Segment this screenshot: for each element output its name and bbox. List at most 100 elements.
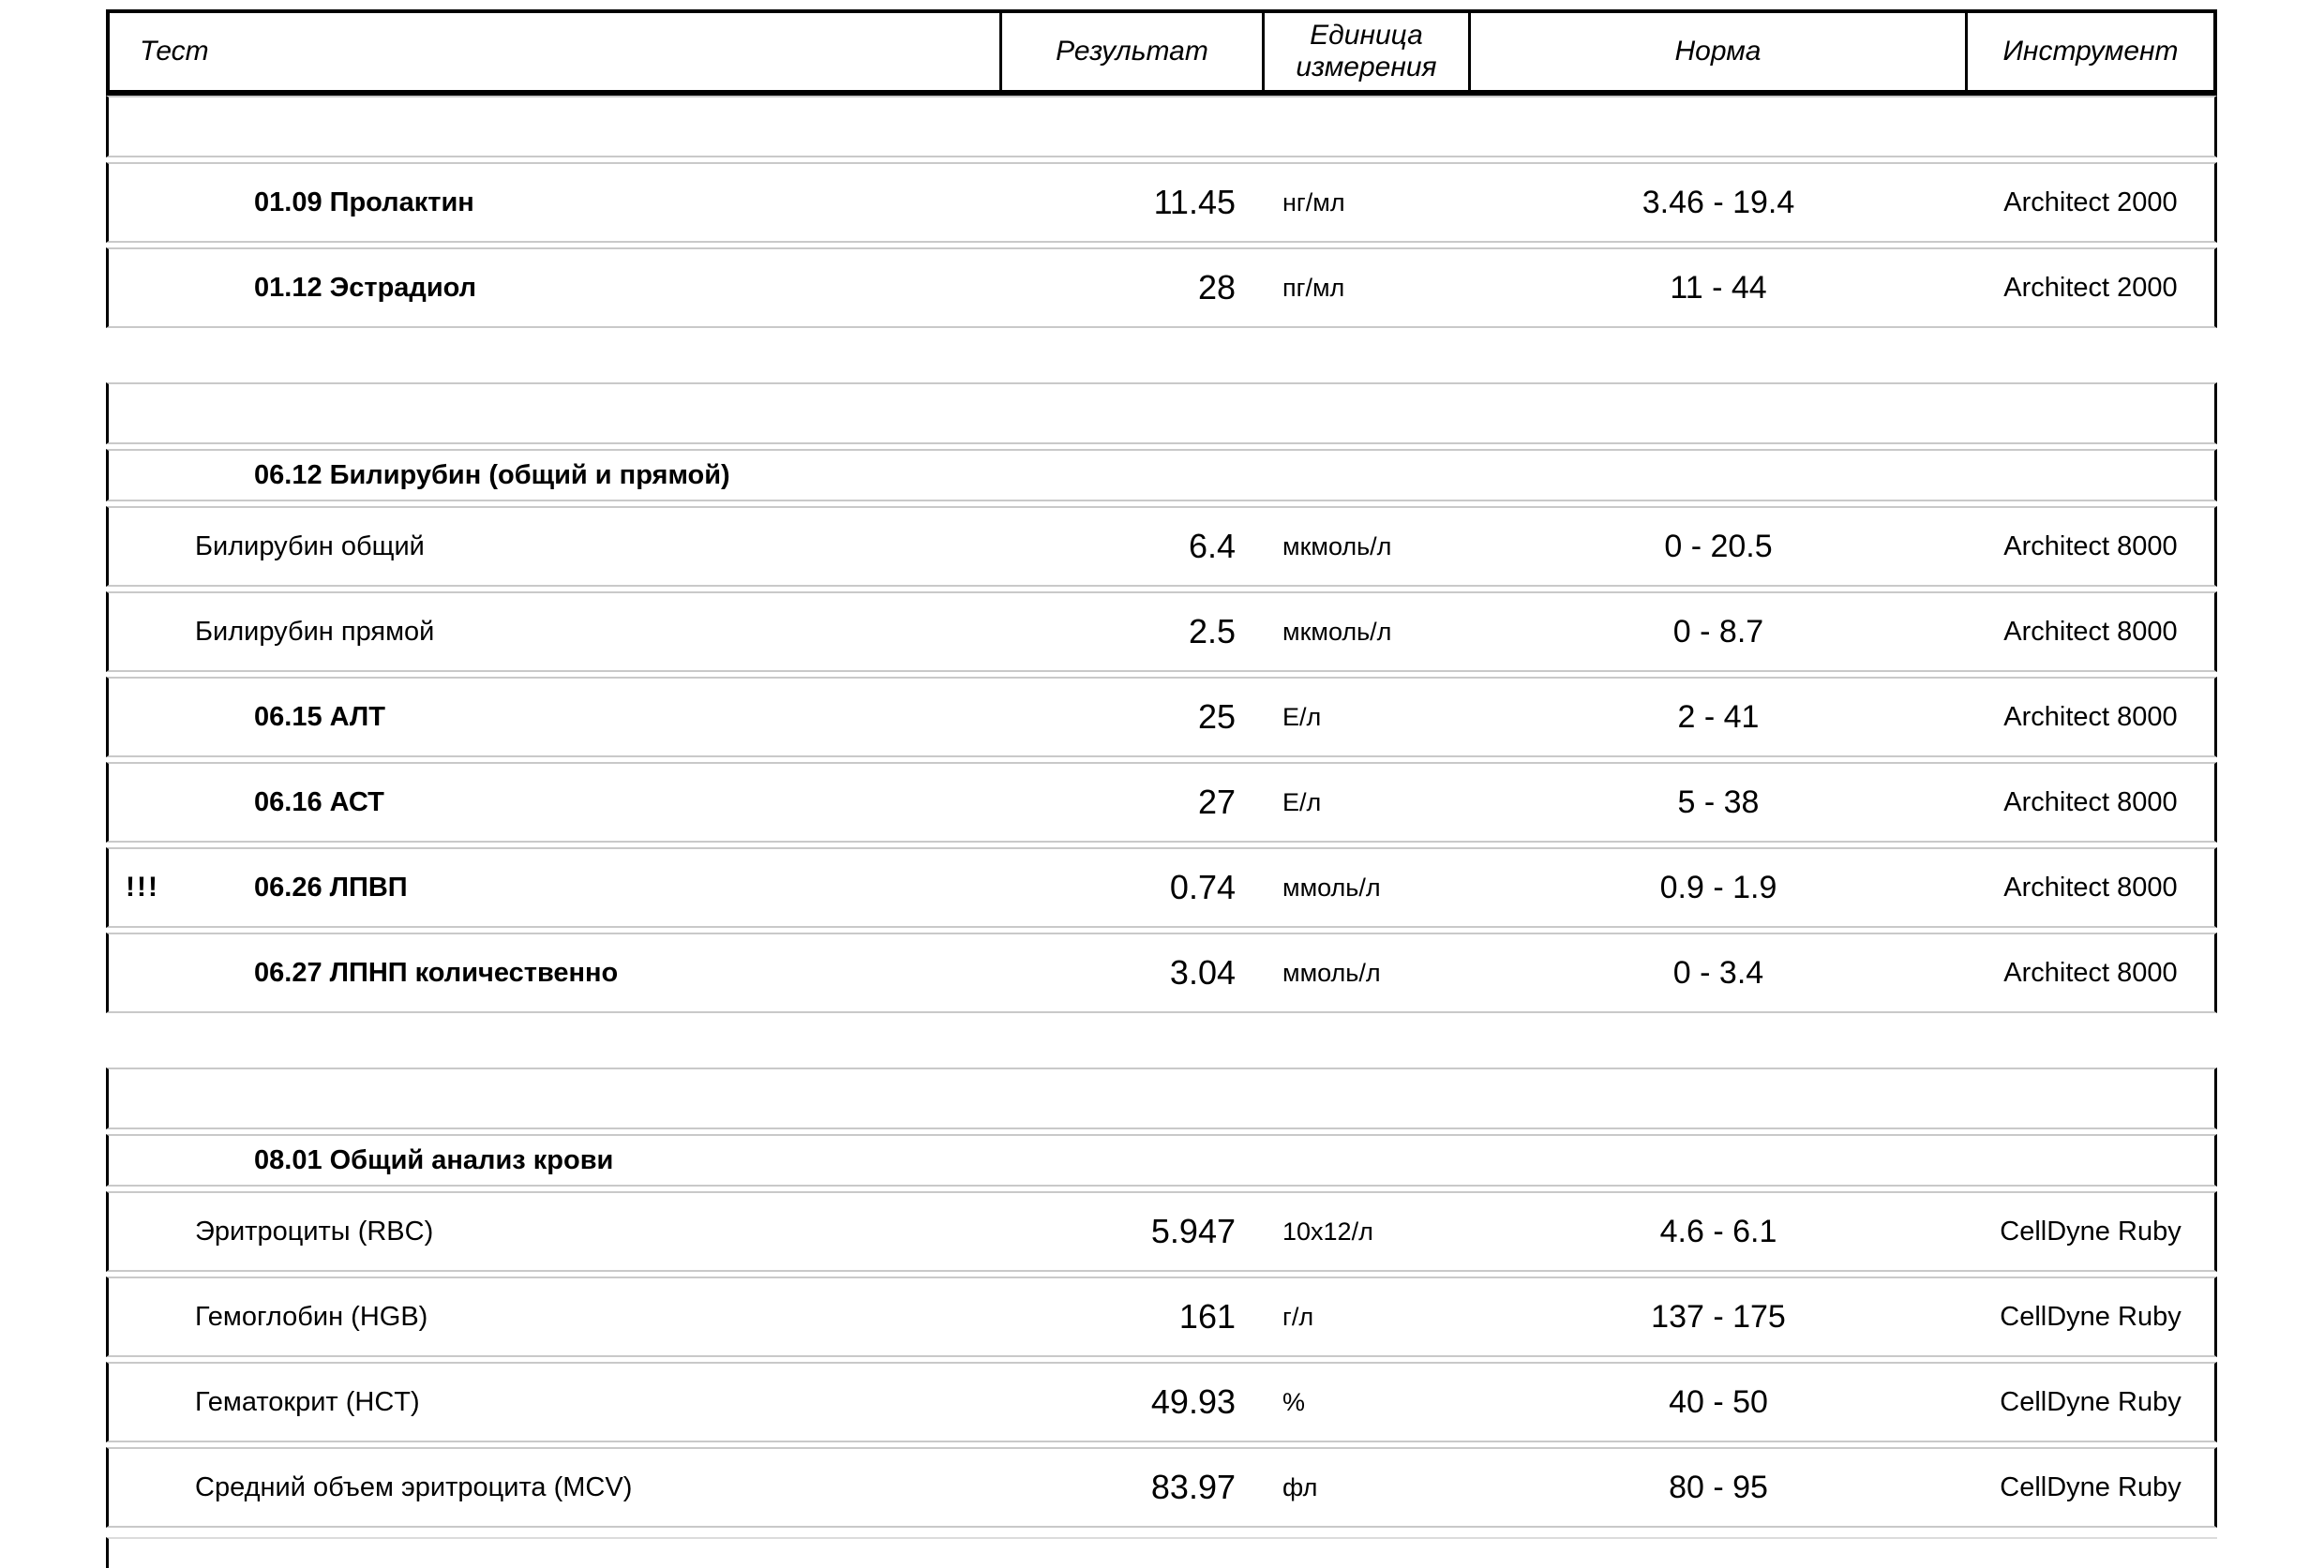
test-name-cell: Средний объем эритроцита (MCV)	[109, 1472, 1001, 1503]
column-header-unit: Единица измерения	[1265, 13, 1471, 90]
result-row: 06.15 АЛТ 25 Е/л 2 - 41 Architect 8000	[106, 677, 2217, 757]
norm-cell: 0.9 - 1.9	[1659, 869, 1777, 905]
test-name-label: Эритроциты (RBC)	[195, 1216, 434, 1247]
result-row: 06.27 ЛПНП количественно 3.04 ммоль/л 0 - 3…	[106, 933, 2217, 1013]
result-cell: 25	[1197, 697, 1236, 736]
unit-cell: ммоль/л	[1282, 958, 1381, 987]
result-cell: 6.4	[1188, 527, 1236, 565]
instrument-cell: Architect 8000	[2003, 786, 2178, 817]
unit-cell: фл	[1282, 1472, 1318, 1501]
test-name-label: 01.09 Пролактин	[254, 187, 474, 217]
instrument-cell: Architect 8000	[2003, 957, 2178, 988]
test-name-cell: 08.01 Общий анализ крови	[109, 1145, 1001, 1176]
result-row: Средний объем эритроцита (MCV) 83.97 фл 80 …	[106, 1447, 2217, 1528]
test-name-label: 06.15 АЛТ	[254, 701, 385, 732]
norm-cell: 0 - 20.5	[1664, 528, 1773, 564]
result-row: 01.09 Пролактин 11.45 нг/мл 3.46 - 19.4 Arch…	[106, 162, 2217, 243]
lab-results-table: Тест Результат Единица измерения Норма И…	[106, 9, 2217, 1568]
unit-cell: ммоль/л	[1282, 873, 1381, 902]
result-row: !!! 06.26 ЛПВП 0.74 ммоль/л 0.9 - 1.9 Archite…	[106, 847, 2217, 928]
cut-off-row	[106, 1537, 2217, 1568]
instrument-cell: CellDyne Ruby	[2000, 1301, 2182, 1332]
result-cell: 49.93	[1150, 1382, 1236, 1421]
instrument-cell: Architect 2000	[2003, 272, 2178, 303]
norm-cell: 5 - 38	[1677, 784, 1760, 820]
result-cell: 83.97	[1150, 1468, 1236, 1506]
instrument-cell: Architect 2000	[2003, 187, 2178, 217]
instrument-cell: Architect 8000	[2003, 616, 2178, 647]
test-name-cell: 06.27 ЛПНП количественно	[109, 958, 1001, 989]
unit-cell: Е/л	[1282, 787, 1322, 816]
section-header-row: 08.01 Общий анализ крови	[106, 1134, 2217, 1187]
unit-cell: г/л	[1282, 1302, 1314, 1331]
unit-cell: нг/мл	[1282, 187, 1345, 217]
test-name-cell: 06.16 АСТ	[109, 787, 1001, 818]
test-name-cell: Билирубин общий	[109, 531, 1001, 562]
result-cell: 2.5	[1188, 612, 1236, 650]
norm-cell: 40 - 50	[1669, 1383, 1768, 1420]
test-name-label: 06.16 АСТ	[254, 786, 384, 817]
unit-cell: пг/мл	[1282, 273, 1345, 302]
test-name-label: 06.27 ЛПНП количественно	[254, 957, 619, 988]
test-name-cell: !!! 06.26 ЛПВП	[109, 872, 1001, 903]
unit-cell: %	[1282, 1387, 1306, 1416]
spacer-row	[106, 96, 2217, 157]
column-header-result: Результат	[1002, 13, 1265, 90]
column-header-test: Тест	[110, 13, 1002, 90]
norm-cell: 11 - 44	[1670, 269, 1767, 306]
result-cell: 11.45	[1153, 183, 1236, 221]
test-name-label: 01.12 Эстрадиол	[254, 272, 477, 303]
result-row: Гемоглобин (HGB) 161 г/л 137 - 175 CellDyne …	[106, 1277, 2217, 1357]
unit-cell: 10x12/л	[1282, 1217, 1373, 1246]
test-name-cell: 01.12 Эстрадиол	[109, 273, 1001, 304]
result-cell: 0.74	[1169, 868, 1236, 906]
test-name-cell: 01.09 Пролактин	[109, 187, 1001, 218]
column-header-norm: Норма	[1471, 13, 1968, 90]
result-row: 06.16 АСТ 27 Е/л 5 - 38 Architect 8000	[106, 762, 2217, 843]
test-name-label: Билирубин прямой	[195, 616, 435, 647]
test-name-cell: Гематокрит (HCT)	[109, 1387, 1001, 1418]
result-row: Билирубин общий 6.4 мкмоль/л 0 - 20.5 Archit…	[106, 506, 2217, 587]
result-cell: 28	[1197, 268, 1236, 306]
test-name-label: Билирубин общий	[195, 530, 425, 561]
test-name-label: 06.26 ЛПВП	[254, 872, 408, 903]
test-name-label: Гемоглобин (HGB)	[195, 1301, 428, 1332]
result-row: Гематокрит (HCT) 49.93% 40 - 50 CellDyne Ru…	[106, 1362, 2217, 1442]
instrument-cell: Architect 8000	[2003, 872, 2178, 903]
unit-cell: мкмоль/л	[1282, 531, 1392, 560]
result-row: Эритроциты (RBC) 5.947 10x12/л 4.6 - 6.1 Cel…	[106, 1191, 2217, 1272]
norm-cell: 0 - 8.7	[1672, 613, 1764, 650]
instrument-cell: Architect 8000	[2003, 530, 2178, 561]
norm-cell: 137 - 175	[1651, 1298, 1786, 1335]
spacer-row	[106, 382, 2217, 444]
result-cell: 27	[1197, 783, 1236, 821]
norm-cell: 0 - 3.4	[1672, 954, 1764, 991]
column-header-instrument: Инструмент	[2002, 36, 2179, 67]
result-cell: 161	[1178, 1297, 1236, 1336]
table-body: 01.09 Пролактин 11.45 нг/мл 3.46 - 19.4 Arch…	[106, 96, 2217, 1528]
test-name-cell: 06.12 Билирубин (общий и прямой)	[109, 460, 1001, 491]
instrument-cell: Architect 8000	[2003, 701, 2178, 732]
table-block-1: 01.09 Пролактин 11.45 нг/мл 3.46 - 19.4 Arch…	[106, 96, 2217, 328]
abnormal-marker: !!!	[126, 872, 159, 903]
spacer-row	[106, 1068, 2217, 1129]
test-name-cell: 06.15 АЛТ	[109, 702, 1001, 733]
instrument-cell: CellDyne Ruby	[2000, 1216, 2182, 1247]
test-name-cell: Билирубин прямой	[109, 617, 1001, 648]
section-header-row: 06.12 Билирубин (общий и прямой)	[106, 449, 2217, 501]
result-cell: 5.947	[1150, 1212, 1236, 1250]
result-row: 01.12 Эстрадиол 28 пг/мл 11 - 44 Architect 2…	[106, 247, 2217, 328]
table-header-row: Тест Результат Единица измерения Норма И…	[106, 9, 2217, 96]
result-cell: 3.04	[1169, 953, 1236, 992]
norm-cell: 3.46 - 19.4	[1642, 184, 1795, 220]
norm-cell: 4.6 - 6.1	[1659, 1213, 1777, 1249]
instrument-cell: CellDyne Ruby	[2000, 1386, 2182, 1417]
norm-cell: 80 - 95	[1669, 1469, 1768, 1505]
norm-cell: 2 - 41	[1677, 698, 1760, 735]
table-block-2: 06.12 Билирубин (общий и прямой) Билируби…	[106, 382, 2217, 1013]
test-name-label: 08.01 Общий анализ крови	[254, 1144, 614, 1175]
test-name-cell: Эритроциты (RBC)	[109, 1217, 1001, 1247]
instrument-cell: CellDyne Ruby	[2000, 1471, 2182, 1502]
table-block-3: 08.01 Общий анализ крови Эритроциты (RBC)…	[106, 1068, 2217, 1528]
